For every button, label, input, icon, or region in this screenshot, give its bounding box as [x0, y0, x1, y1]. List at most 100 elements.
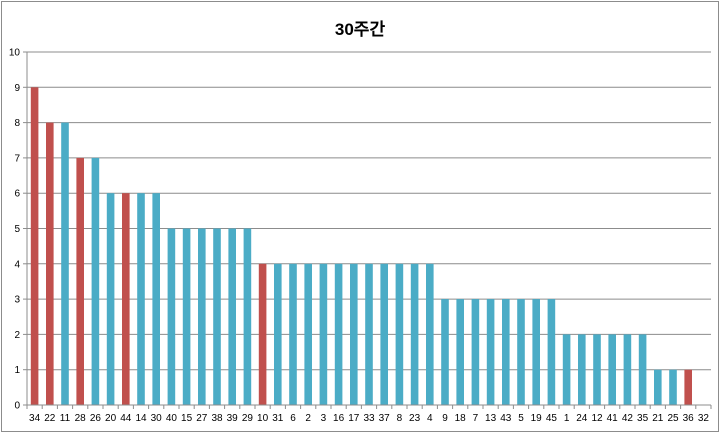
- x-tick-label: 10: [257, 413, 269, 424]
- x-tick-label: 6: [290, 413, 296, 424]
- bars: [30, 87, 692, 406]
- x-tick-label: 4: [427, 413, 433, 424]
- x-tick-label: 7: [473, 413, 479, 424]
- bar-41: [608, 334, 616, 405]
- x-tick-label: 9: [442, 413, 448, 424]
- bar-27: [198, 228, 206, 405]
- y-tick-label: 5: [14, 224, 20, 235]
- x-tick-label: 26: [90, 413, 102, 424]
- x-tick-label: 44: [120, 413, 132, 424]
- x-tick-label: 2: [305, 413, 311, 424]
- bar-8: [395, 263, 404, 405]
- bar-43: [502, 299, 510, 405]
- x-tick-label: 43: [500, 413, 512, 424]
- x-axis: 34 22 11 28 26 20 44 14 30 40 15 27 38 39 29 10 31 6 2 3 16 1…: [26, 404, 712, 424]
- x-tick-label: 23: [409, 413, 421, 424]
- x-tick-label: 25: [667, 413, 679, 424]
- x-tick-label: 20: [105, 413, 117, 424]
- x-tick-label: 16: [333, 413, 345, 424]
- bar-5: [517, 299, 525, 405]
- bar-11: [61, 122, 69, 405]
- y-tick-label: 8: [14, 118, 20, 129]
- bar-42: [623, 334, 632, 405]
- bar-33: [365, 263, 373, 405]
- x-tick-label: 45: [546, 413, 558, 424]
- bar-18: [456, 299, 464, 405]
- x-tick-label: 24: [576, 413, 588, 424]
- x-tick-label: 27: [196, 413, 208, 424]
- y-tick-label: 1: [14, 365, 20, 376]
- bar-7: [471, 299, 480, 405]
- x-tick-label: 35: [637, 413, 649, 424]
- bar-14: [137, 193, 145, 405]
- x-tick-label: 31: [272, 413, 284, 424]
- bar-3: [319, 263, 328, 405]
- x-tick-label: 40: [166, 413, 178, 424]
- x-tick-label: 19: [531, 413, 543, 424]
- x-tick-label: 3: [321, 413, 327, 424]
- bar-19: [532, 299, 540, 405]
- x-tick-label: 12: [591, 413, 603, 424]
- bar-20: [106, 193, 115, 405]
- x-tick-label: 42: [622, 413, 634, 424]
- bar-23: [410, 263, 419, 405]
- bar-21: [654, 369, 662, 405]
- bar-40: [167, 228, 176, 405]
- bar-12: [593, 334, 601, 405]
- bar-2: [304, 263, 312, 405]
- x-tick-label: 11: [60, 413, 71, 424]
- x-tick-label: 38: [211, 413, 223, 424]
- x-tick-label: 15: [181, 413, 193, 424]
- x-tick-label: 22: [44, 413, 56, 424]
- y-tick-label: 10: [9, 48, 21, 59]
- bar-35: [638, 334, 647, 405]
- y-tick-label: 6: [14, 189, 20, 200]
- bar-15: [182, 228, 191, 405]
- chart-title: 30주간: [335, 20, 386, 39]
- x-tick-label: 33: [363, 413, 375, 424]
- bar-26: [91, 157, 100, 405]
- y-tick-label: 4: [14, 259, 20, 270]
- x-tick-label: 17: [348, 413, 360, 424]
- x-tick-label: 29: [242, 413, 254, 424]
- bar-28: [76, 157, 84, 405]
- y-tick-label: 9: [14, 83, 20, 94]
- x-tick-label: 34: [29, 413, 41, 424]
- bar-9: [441, 299, 449, 405]
- bar-38: [213, 228, 221, 405]
- y-axis: 0 1 2 3 4 5 6 7 8 9 10: [9, 48, 28, 412]
- x-tick-label: 39: [227, 413, 239, 424]
- x-tick-label: 1: [564, 413, 570, 424]
- bar-44: [122, 193, 130, 405]
- bar-1: [562, 334, 571, 405]
- x-tick-label: 8: [397, 413, 403, 424]
- bar-30: [152, 193, 160, 405]
- bar-34: [30, 87, 39, 406]
- x-tick-label: 32: [698, 413, 710, 424]
- bar-24: [578, 334, 586, 405]
- bar-37: [380, 263, 388, 405]
- bar-13: [486, 299, 495, 405]
- bar-31: [274, 263, 282, 405]
- bar-29: [243, 228, 252, 405]
- y-tick-label: 0: [14, 401, 20, 412]
- bar-16: [334, 263, 343, 405]
- bar-10: [258, 263, 267, 405]
- bar-22: [46, 122, 54, 405]
- x-tick-label: 14: [135, 413, 147, 424]
- x-tick-label: 30: [151, 413, 163, 424]
- bar-36: [684, 369, 692, 405]
- bar-45: [547, 299, 556, 405]
- x-tick-label: 13: [485, 413, 497, 424]
- x-tick-label: 5: [518, 413, 524, 424]
- x-tick-label: 36: [683, 413, 695, 424]
- x-tick-label: 28: [75, 413, 87, 424]
- bar-25: [669, 369, 677, 405]
- x-tick-label: 18: [455, 413, 467, 424]
- bar-17: [350, 263, 358, 405]
- y-tick-label: 7: [14, 153, 20, 164]
- bar-4: [426, 263, 434, 405]
- bar-6: [289, 263, 297, 405]
